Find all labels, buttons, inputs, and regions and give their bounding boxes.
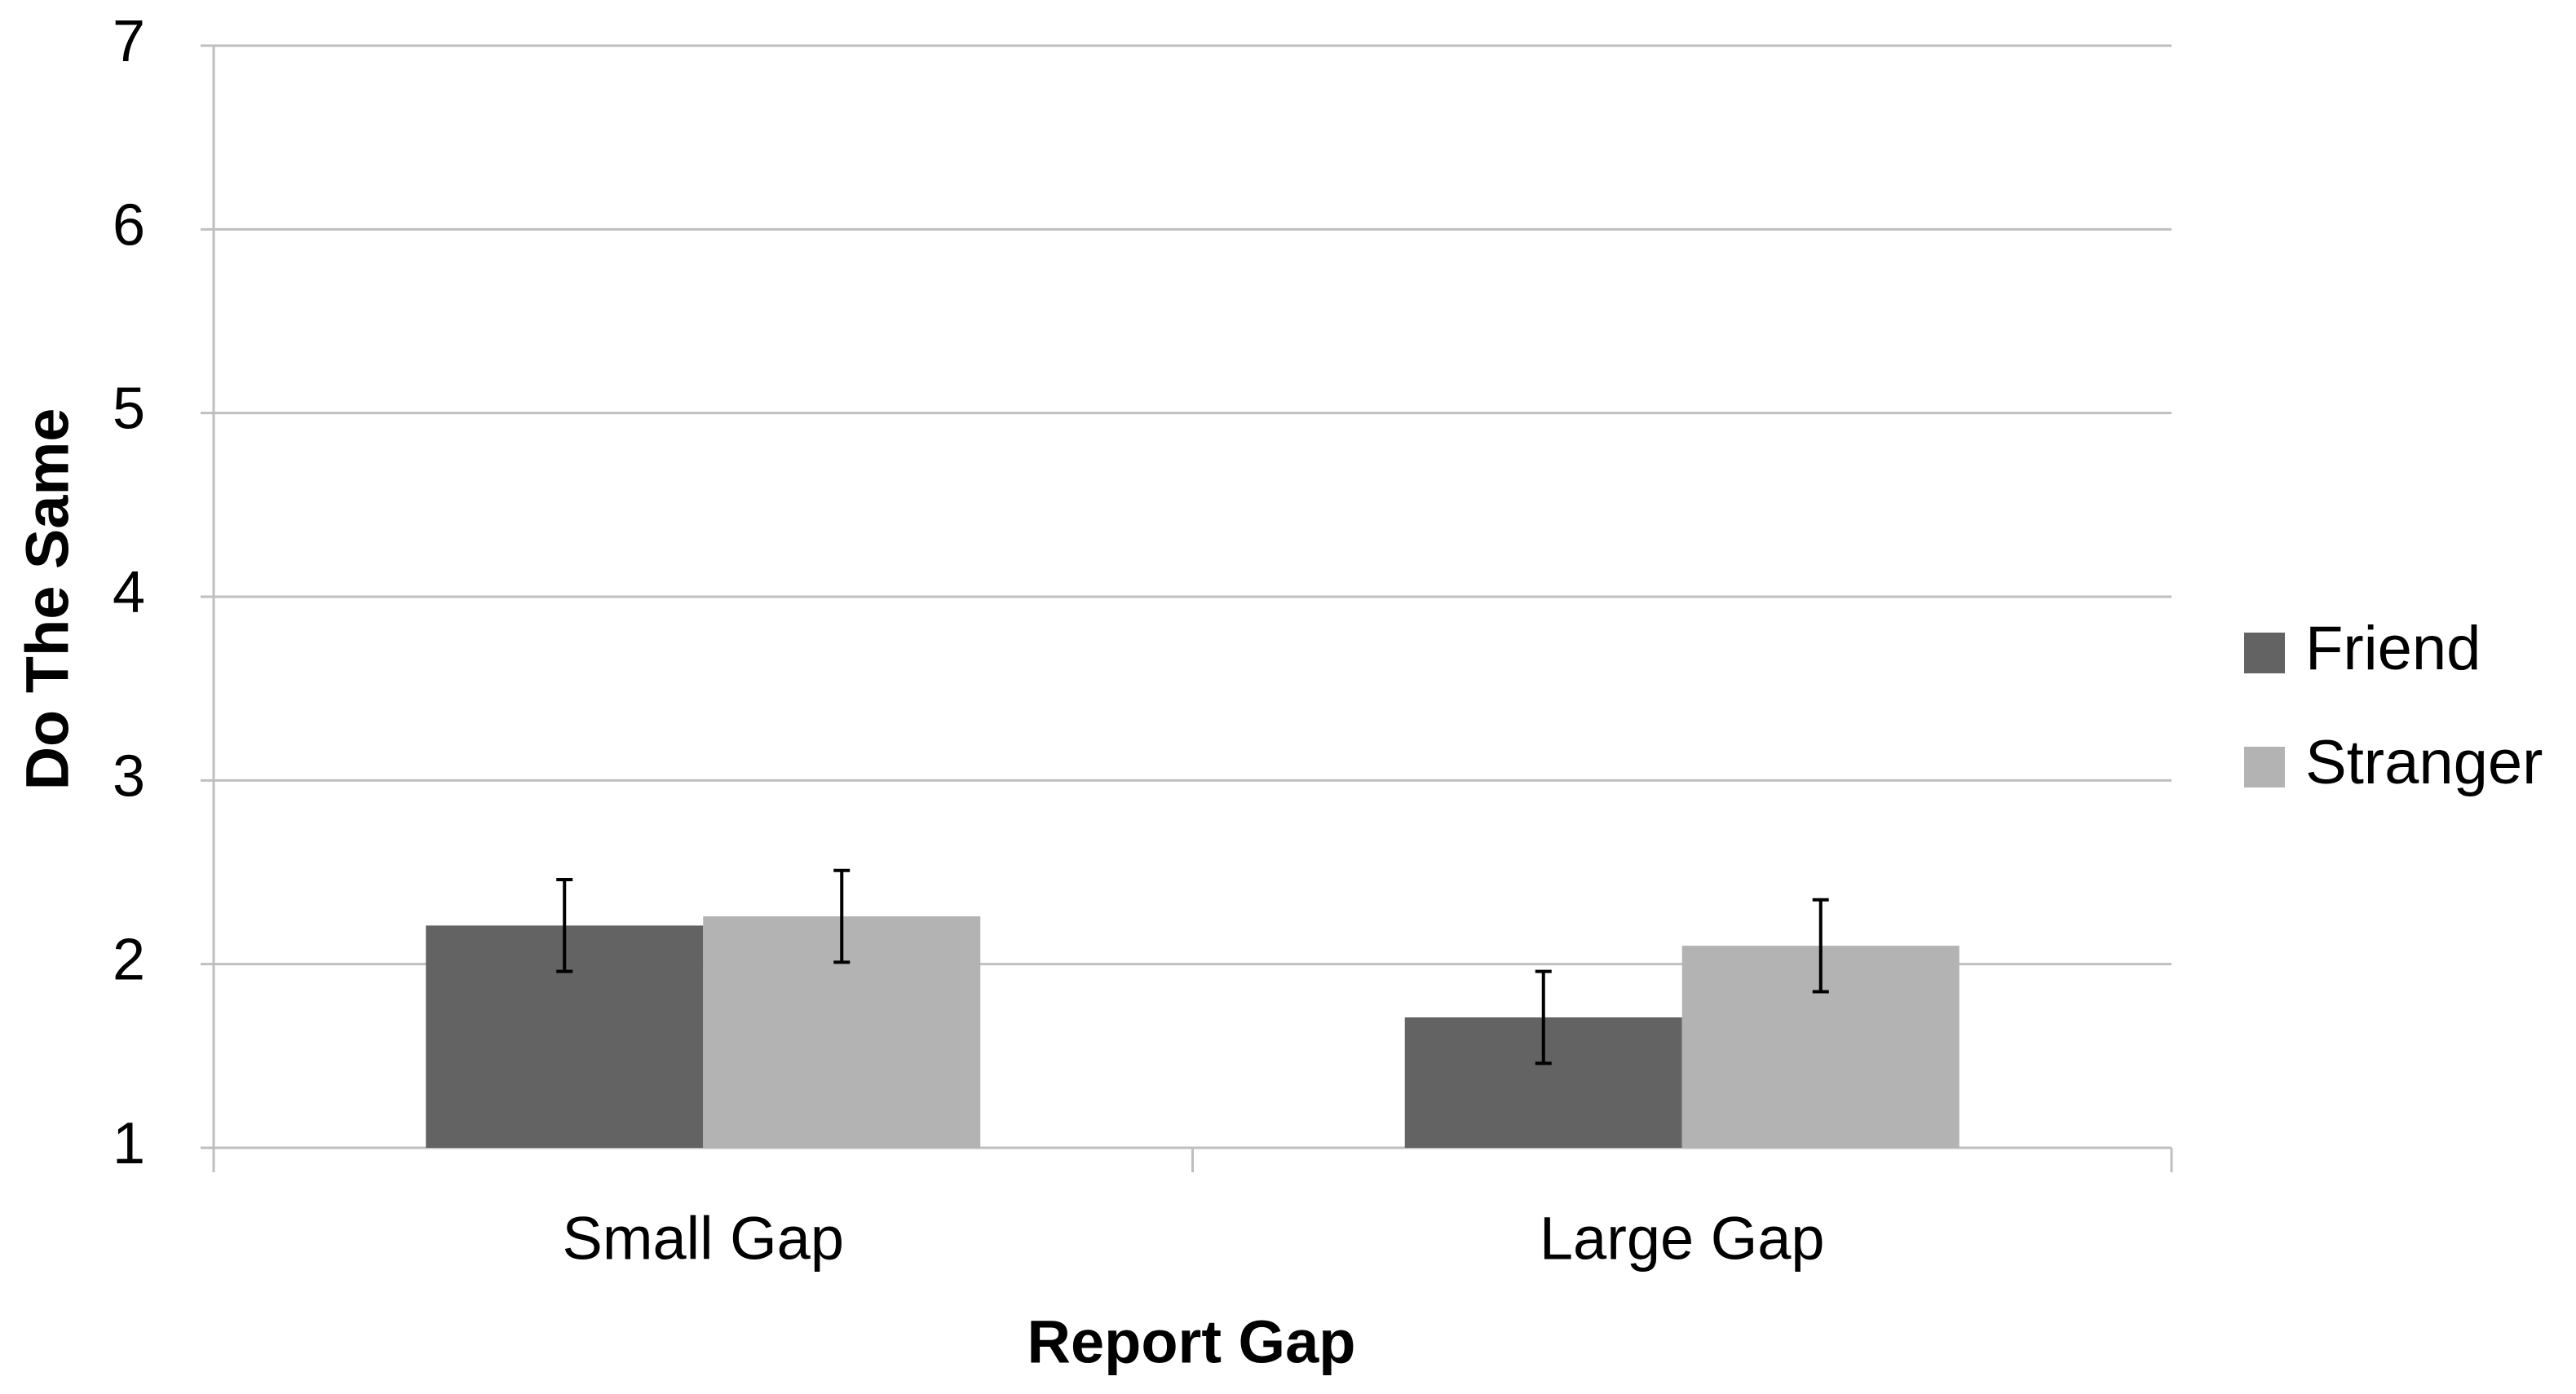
y-axis-title: Do The Same [14,408,82,791]
error-bar [833,868,851,964]
x-tick-label: Large Gap [1540,1205,1825,1273]
legend-swatch [2244,747,2285,787]
y-tick-label: 7 [113,9,145,74]
y-tick-label: 3 [113,743,145,809]
legend-swatch [2244,633,2285,673]
legend-label: Stranger [2305,728,2543,797]
legend-label: Friend [2305,614,2481,683]
x-axis-title: Report Gap [1027,1308,1356,1376]
error-bar [556,878,573,973]
y-tick-label: 6 [113,192,145,258]
y-tick-label: 2 [113,928,145,993]
error-bar [1812,898,1829,994]
error-bar [1535,969,1552,1065]
y-tick-label: 5 [113,377,145,442]
y-tick-label: 1 [113,1111,145,1176]
y-tick-label: 4 [113,560,145,625]
x-tick-label: Small Gap [563,1205,844,1273]
